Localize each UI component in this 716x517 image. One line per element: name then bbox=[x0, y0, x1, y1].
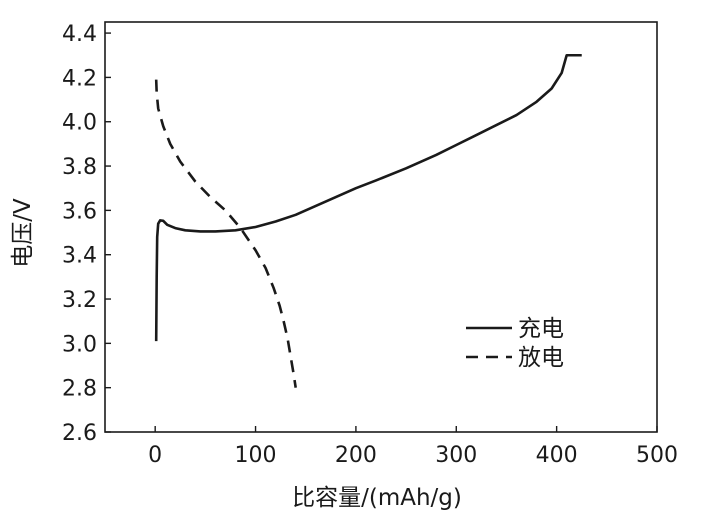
y-tick-label: 4.4 bbox=[62, 22, 97, 47]
y-axis-title: 电压/V bbox=[10, 198, 36, 268]
x-tick-label: 300 bbox=[435, 443, 477, 468]
x-axis-title: 比容量/(mAh/g) bbox=[292, 485, 462, 511]
x-tick-label: 500 bbox=[636, 443, 678, 468]
legend-label-charge: 充电 bbox=[518, 316, 564, 342]
y-tick-label: 4.0 bbox=[62, 111, 97, 136]
series-line-discharge bbox=[154, 79, 297, 388]
x-tick-label: 0 bbox=[148, 443, 162, 468]
y-tick-label: 3.4 bbox=[62, 244, 97, 269]
x-tick-label: 400 bbox=[536, 443, 578, 468]
legend-label-discharge: 放电 bbox=[518, 345, 564, 371]
y-tick-label: 3.6 bbox=[62, 199, 97, 224]
plot-frame bbox=[104, 21, 658, 433]
y-tick-label: 2.8 bbox=[62, 377, 97, 402]
y-tick-label: 3.8 bbox=[62, 155, 97, 180]
x-tick-label: 200 bbox=[335, 443, 377, 468]
y-tick-label: 2.6 bbox=[62, 421, 97, 446]
y-tick-label: 4.2 bbox=[62, 66, 97, 91]
x-tick-label: 100 bbox=[235, 443, 277, 468]
series-line-charge bbox=[154, 53, 582, 342]
y-tick-label: 3.0 bbox=[62, 332, 97, 357]
y-tick-label: 3.2 bbox=[62, 288, 97, 313]
